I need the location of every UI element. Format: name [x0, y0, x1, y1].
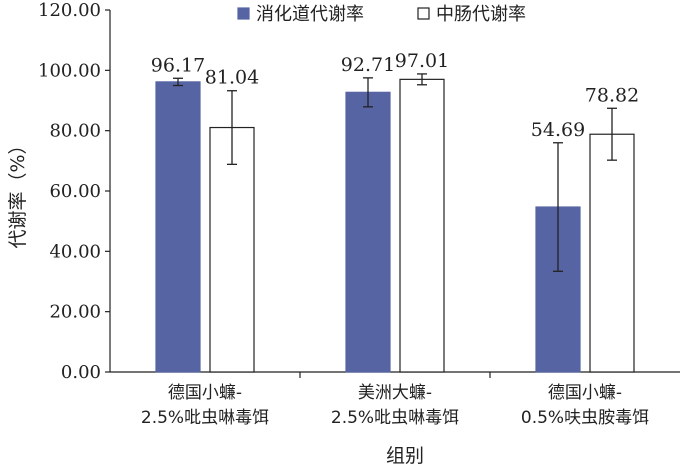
- data-label: 92.71: [341, 54, 395, 76]
- y-tick-label: 60.00: [49, 181, 101, 202]
- bar: [155, 81, 201, 373]
- x-tick-label: 2.5%吡虫啉毒饵: [331, 408, 459, 428]
- legend-swatch: [417, 7, 430, 20]
- y-tick-label: 0.00: [61, 362, 101, 383]
- data-label: 54.69: [531, 119, 585, 141]
- y-tick-label: 80.00: [49, 121, 101, 142]
- y-tick-label: 100.00: [38, 60, 101, 81]
- data-label: 97.01: [395, 50, 449, 72]
- x-tick-label: 德国小蠊-: [168, 383, 242, 403]
- x-tick-label: 2.5%吡虫啉毒饵: [141, 408, 269, 428]
- x-tick-label: 美洲大蠊-: [358, 383, 432, 403]
- bar: [209, 126, 255, 373]
- y-axis-title: 代谢率（%）: [7, 135, 29, 248]
- bar: [399, 78, 445, 373]
- data-label: 78.82: [585, 84, 639, 106]
- data-label: 96.17: [151, 54, 205, 76]
- x-tick-label: 0.5%呋虫胺毒饵: [521, 408, 649, 428]
- bar: [589, 133, 635, 373]
- y-tick-label: 120.00: [38, 0, 101, 21]
- x-tick-label: 德国小蠊-: [548, 383, 622, 403]
- bar: [345, 91, 391, 373]
- legend-swatch: [237, 7, 250, 20]
- y-tick-label: 20.00: [49, 302, 101, 323]
- data-label: 81.04: [205, 67, 259, 89]
- x-axis-title: 组别: [386, 445, 424, 467]
- y-tick-label: 40.00: [49, 241, 101, 262]
- legend-label: 消化道代谢率: [256, 4, 364, 25]
- legend-label: 中肠代谢率: [436, 4, 526, 25]
